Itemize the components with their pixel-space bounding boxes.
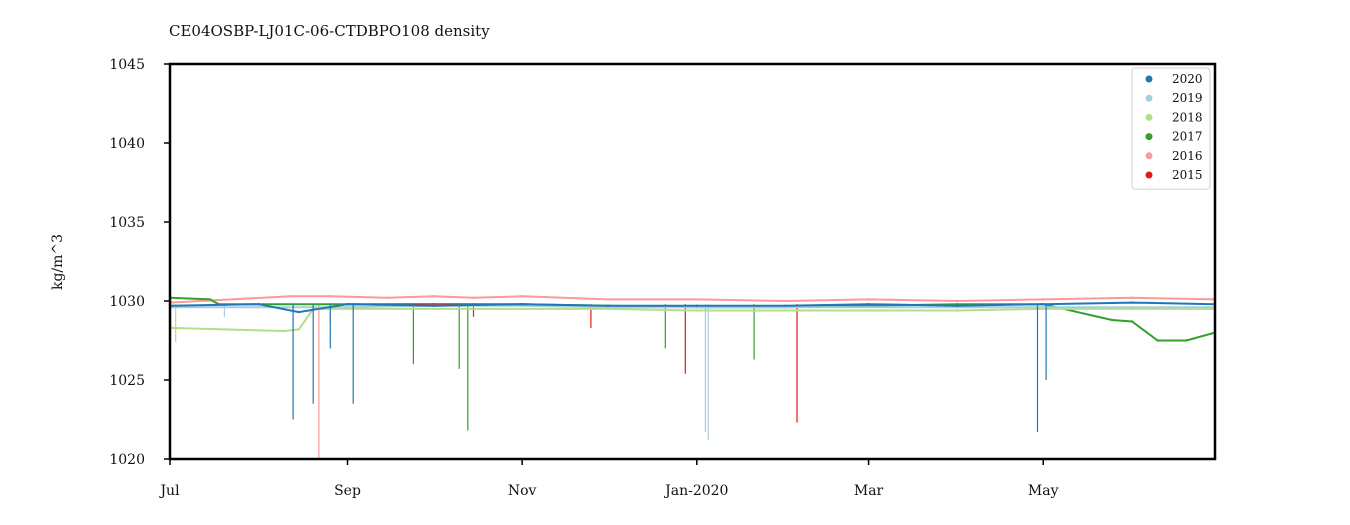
- data-point-2020-4: [432, 304, 435, 307]
- data-point-2018-1: [223, 328, 226, 331]
- series-2017: [170, 296, 1215, 431]
- x-tick-label-Nov: Nov: [508, 483, 537, 499]
- data-point-2017-16: [1185, 339, 1188, 342]
- data-point-2019-1: [257, 306, 260, 309]
- legend-marker-2017: [1145, 133, 1153, 141]
- data-point-2016-4: [432, 295, 435, 298]
- legend-marker-2015: [1145, 171, 1153, 179]
- series-2020: [170, 301, 1215, 433]
- data-point-2018-3: [297, 328, 300, 331]
- data-point-2018-11: [867, 309, 870, 312]
- series-2018: [170, 304, 1215, 343]
- data-point-2018-10: [784, 309, 787, 312]
- data-point-2016-12: [1042, 298, 1045, 301]
- data-point-2017-1: [208, 298, 212, 301]
- series-2016: [170, 295, 1215, 459]
- x-tick-label-Sep: Sep: [334, 483, 361, 499]
- legend-label-2019: 2019: [1172, 91, 1203, 105]
- chart-title: CE04OSBP-LJ01C-06-CTDBPO108 density: [169, 22, 490, 40]
- data-point-2017-15: [1156, 339, 1159, 342]
- series-line-2018: [170, 307, 1215, 333]
- data-point-2020-3: [346, 303, 349, 306]
- data-point-2016-7: [606, 298, 610, 301]
- legend-label-2017: 2017: [1172, 130, 1203, 144]
- x-tick-label-Jul: Jul: [158, 483, 180, 499]
- data-point-2016-10: [867, 298, 870, 301]
- data-point-2020-7: [695, 304, 698, 307]
- y-tick-label-1040: 1040: [109, 136, 145, 152]
- data-point-2018-6: [432, 307, 435, 311]
- data-point-2016-6: [521, 295, 524, 298]
- data-point-2020-9: [867, 303, 870, 306]
- data-point-2016-2: [329, 295, 332, 298]
- y-tick-label-1025: 1025: [109, 373, 145, 389]
- legend-marker-2019: [1145, 94, 1153, 102]
- data-point-2020-5: [521, 303, 524, 306]
- data-point-2018-2: [283, 329, 286, 333]
- data-point-2017-13: [1110, 318, 1114, 322]
- data-point-2016-8: [695, 298, 698, 301]
- legend-marker-2020: [1145, 75, 1153, 83]
- legend-label-2015: 2015: [1172, 168, 1203, 182]
- data-point-2019-11: [1130, 306, 1134, 309]
- data-point-2019-8: [867, 306, 870, 309]
- data-point-2020-2: [297, 310, 300, 314]
- data-point-2018-9: [695, 309, 698, 312]
- data-point-2016-1: [289, 295, 292, 298]
- data-point-2020-11: [1042, 303, 1045, 306]
- x-tick-label-Jan-2020: Jan-2020: [663, 483, 728, 499]
- data-point-2019-2: [346, 306, 349, 309]
- data-point-2019-10: [1042, 306, 1045, 309]
- y-tick-label-1035: 1035: [109, 215, 145, 231]
- x-tick-label-May: May: [1028, 483, 1059, 499]
- data-point-2016-5: [472, 296, 475, 299]
- data-point-2016-9: [784, 299, 787, 303]
- data-point-2016-13: [1130, 296, 1134, 299]
- data-point-2016-3: [386, 296, 389, 299]
- data-point-2020-6: [606, 304, 610, 307]
- data-point-2020-10: [956, 304, 959, 307]
- x-tick-label-Mar: Mar: [854, 483, 884, 499]
- series-line-2020: [170, 301, 1215, 314]
- legend-marker-2018: [1145, 113, 1153, 121]
- data-point-2017-14: [1130, 320, 1134, 323]
- y-tick-label-1020: 1020: [109, 452, 145, 468]
- data-point-2020-12: [1130, 301, 1134, 304]
- legend-marker-2016: [1145, 152, 1153, 160]
- data-point-2016-11: [956, 299, 959, 303]
- y-tick-label-1030: 1030: [109, 294, 145, 310]
- series-line-2016: [170, 295, 1215, 304]
- data-point-2018-7: [521, 307, 524, 311]
- data-point-2018-12: [956, 309, 959, 312]
- y-tick-label-1045: 1045: [109, 57, 145, 73]
- plot-frame: [168, 62, 1217, 461]
- series-2019: [170, 304, 1215, 440]
- legend-label-2016: 2016: [1172, 149, 1203, 163]
- legend-label-2018: 2018: [1172, 110, 1203, 124]
- legend-label-2020: 2020: [1172, 72, 1203, 86]
- data-point-2020-1: [257, 303, 260, 306]
- data-point-2020-8: [784, 304, 787, 307]
